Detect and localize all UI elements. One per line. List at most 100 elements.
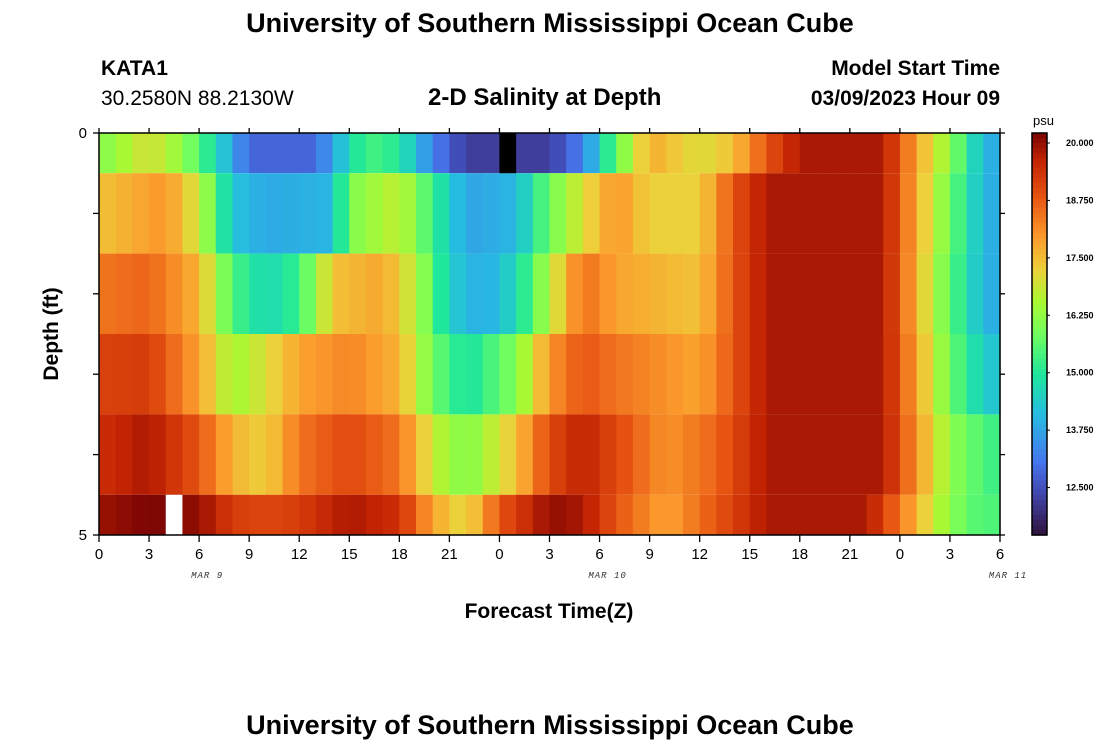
- heatmap-cell: [432, 253, 450, 334]
- heatmap-cell: [165, 173, 184, 254]
- heatmap-cell: [866, 173, 884, 254]
- heatmap-cell: [866, 133, 884, 174]
- heatmap-cell: [182, 173, 200, 254]
- colorbar-swatch: [1032, 384, 1047, 390]
- heatmap-cell: [833, 253, 851, 334]
- heatmap-cell: [165, 133, 184, 174]
- heatmap-cell: [482, 253, 501, 334]
- heatmap-cell: [449, 414, 467, 495]
- heatmap-cell: [199, 173, 217, 254]
- x-tick-label: 21: [841, 546, 858, 563]
- heatmap-cell: [582, 414, 601, 495]
- x-tick-label: 12: [291, 546, 308, 563]
- colorbar-swatch: [1032, 178, 1047, 184]
- heatmap-cell: [799, 253, 818, 334]
- colorbar-swatch: [1032, 494, 1047, 501]
- heatmap-cell: [165, 414, 184, 495]
- heatmap-cell: [516, 173, 534, 254]
- heatmap-cell: [966, 494, 984, 535]
- heatmap-cell: [933, 173, 951, 254]
- heatmap-cell: [749, 133, 768, 174]
- colorbar-swatch: [1032, 379, 1047, 385]
- heatmap-cell: [299, 334, 317, 415]
- heatmap-cell: [632, 414, 651, 495]
- colorbar-swatch: [1032, 323, 1047, 330]
- x-tick-label: 3: [545, 546, 553, 563]
- heatmap-cell: [466, 253, 484, 334]
- heatmap-cell: [699, 494, 717, 535]
- heatmap-cell: [549, 133, 567, 174]
- x-tick-label: 18: [791, 546, 808, 563]
- heatmap-cell: [416, 494, 434, 535]
- heatmap-cell: [616, 253, 634, 334]
- heatmap-cell: [983, 173, 1001, 254]
- heatmap-cell: [566, 494, 584, 535]
- colorbar-swatch: [1032, 374, 1047, 380]
- heatmap-cell: [132, 334, 150, 415]
- heatmap-cell: [516, 494, 534, 535]
- colorbar-swatch: [1032, 454, 1047, 461]
- heatmap-cell: [682, 494, 701, 535]
- colorbar-swatch: [1032, 424, 1047, 431]
- heatmap-cell: [733, 414, 751, 495]
- heatmap-cell: [399, 334, 417, 415]
- heatmap-cell: [733, 494, 751, 535]
- colorbar-swatch: [1032, 429, 1047, 436]
- heatmap-cell: [199, 334, 217, 415]
- heatmap-cell: [949, 253, 968, 334]
- heatmap-cell: [682, 414, 701, 495]
- heatmap-cell: [783, 414, 801, 495]
- colorbar-swatch: [1032, 283, 1047, 290]
- heatmap-cell: [666, 173, 684, 254]
- heatmap-cell: [716, 414, 734, 495]
- colorbar-swatch: [1032, 369, 1047, 375]
- heatmap-cell: [916, 133, 934, 174]
- heatmap-cell: [899, 494, 918, 535]
- colorbar-swatch: [1032, 308, 1047, 315]
- heatmap-cell: [649, 494, 667, 535]
- heatmap-cell: [282, 494, 300, 535]
- colorbar-swatch: [1032, 404, 1047, 410]
- heatmap-cell: [532, 173, 551, 254]
- heatmap-cell: [766, 414, 784, 495]
- heatmap-cell: [699, 334, 717, 415]
- heatmap-cell: [265, 133, 284, 174]
- heatmap-cell: [833, 173, 851, 254]
- heatmap-cell: [966, 253, 984, 334]
- heatmap-cell: [165, 253, 184, 334]
- colorbar-swatch: [1032, 524, 1047, 531]
- heatmap-cell: [933, 334, 951, 415]
- heatmap-cell: [449, 334, 467, 415]
- colorbar-swatch: [1032, 193, 1047, 199]
- heatmap-cell: [99, 414, 117, 495]
- heatmap-cell: [449, 494, 467, 535]
- heatmap-cell: [215, 414, 234, 495]
- y-tick-label: 5: [79, 527, 87, 544]
- heatmap-cell: [749, 173, 768, 254]
- heatmap-cell: [299, 253, 317, 334]
- heatmap-cell: [699, 253, 717, 334]
- heatmap-cell: [883, 334, 901, 415]
- heatmap-cell: [799, 133, 818, 174]
- heatmap-cell: [132, 414, 150, 495]
- heatmap-cell: [482, 494, 501, 535]
- heatmap-cell: [282, 334, 300, 415]
- heatmap-cell: [582, 494, 601, 535]
- heatmap-cell: [716, 334, 734, 415]
- heatmap-cell: [332, 173, 350, 254]
- heatmap-cell: [365, 173, 384, 254]
- heatmap-cell: [933, 253, 951, 334]
- heatmap-cell: [616, 334, 634, 415]
- heatmap-cell: [382, 133, 400, 174]
- colorbar-swatch: [1032, 198, 1047, 204]
- heatmap-cell: [149, 173, 167, 254]
- heatmap-cell: [783, 334, 801, 415]
- heatmap-cell: [549, 173, 567, 254]
- heatmap-cell: [282, 173, 300, 254]
- heatmap-cell: [733, 334, 751, 415]
- heatmap-cell: [466, 414, 484, 495]
- heatmap-cell: [315, 494, 334, 535]
- colorbar-swatch: [1032, 203, 1047, 209]
- colorbar-swatch: [1032, 208, 1047, 215]
- heatmap-cell: [182, 494, 200, 535]
